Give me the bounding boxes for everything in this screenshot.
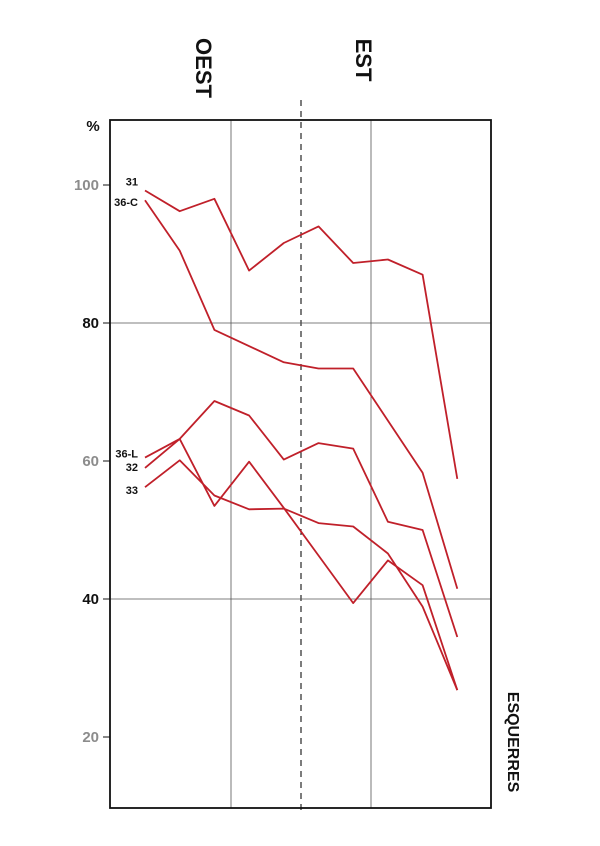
y-tick-label-80: 80 <box>82 315 99 332</box>
y-tick-label-100: 100 <box>74 177 99 194</box>
series-line-33 <box>144 459 459 691</box>
series-line-32 <box>144 437 459 691</box>
region-label-east: EST <box>351 39 376 82</box>
series-label-36-C: 36-C <box>114 197 138 209</box>
series-label-31: 31 <box>126 177 138 189</box>
region-label-west: OEST <box>191 38 216 98</box>
unit-label: % <box>86 118 99 135</box>
y-tick-label-20: 20 <box>82 729 99 746</box>
series-label-32: 32 <box>126 462 138 474</box>
series-lines <box>144 189 459 691</box>
series-line-36-C <box>144 199 459 589</box>
series-labels: 31 36-C 36-L32 33 <box>114 177 138 498</box>
y-tick-label-60: 60 <box>82 453 99 470</box>
series-line-36-L <box>144 400 459 638</box>
series-line-31 <box>144 189 459 480</box>
y-tick-labels: 100 80 60 40 20 <box>74 177 110 746</box>
series-label-36-L: 36-L <box>115 449 138 461</box>
side-axis-label: ESQUERRES <box>504 692 521 793</box>
series-label-33: 33 <box>126 485 138 497</box>
y-tick-label-40: 40 <box>82 591 99 608</box>
plot-frame <box>109 119 492 809</box>
